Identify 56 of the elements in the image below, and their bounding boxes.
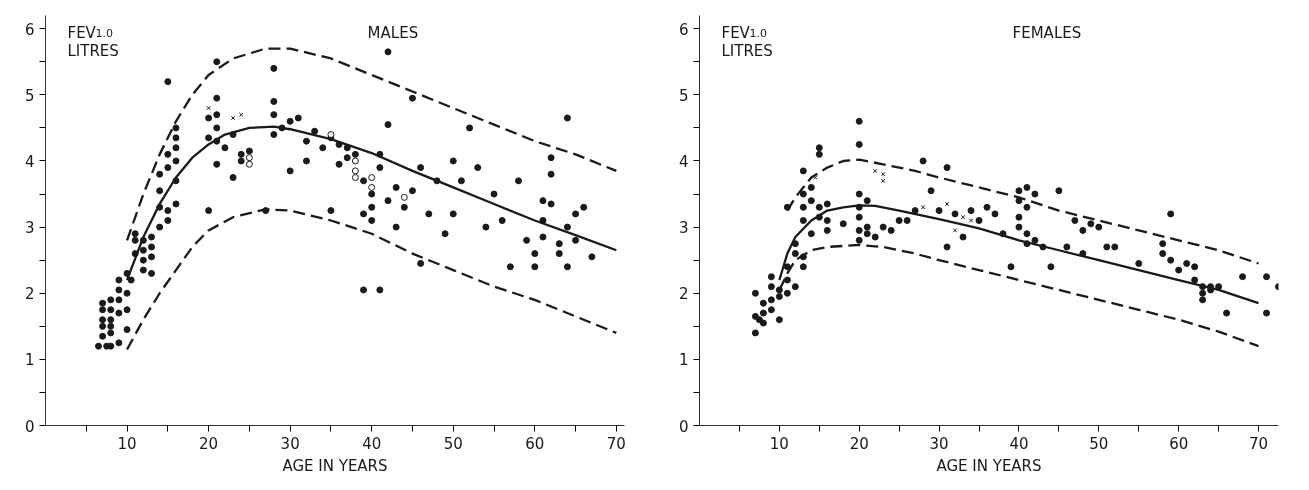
point <box>872 168 878 174</box>
point <box>952 228 958 233</box>
y-tick-label: 3 <box>24 219 35 238</box>
x-axis-title: AGE IN YEARS <box>936 456 1042 475</box>
line-series <box>125 125 618 282</box>
x-tick-label: 30 <box>280 434 300 453</box>
line-series <box>125 47 618 242</box>
x-tick-label: 40 <box>362 434 382 453</box>
point <box>968 218 974 223</box>
point <box>368 174 376 182</box>
point <box>206 105 211 111</box>
y-axis-title: FEV1.0 LITRES <box>67 23 119 60</box>
text: FEMALES <box>1012 23 1082 42</box>
point <box>245 154 253 162</box>
x-tick-label: 30 <box>929 434 949 453</box>
point <box>368 183 376 191</box>
point <box>880 171 886 177</box>
y-tick-label: 4 <box>678 152 689 171</box>
x-tick-label: 60 <box>1169 434 1189 453</box>
y-tick-label: 0 <box>24 417 35 436</box>
point <box>245 160 253 168</box>
y-tick-label: 4 <box>24 152 35 171</box>
y-tick-label: 6 <box>24 20 35 39</box>
x-tick-label: 70 <box>1248 434 1269 453</box>
x-tick-label: 50 <box>1089 434 1109 453</box>
x-tick-label: 60 <box>525 434 545 453</box>
point <box>880 178 886 184</box>
y-tick-label: 6 <box>678 20 689 39</box>
point <box>813 175 818 180</box>
point <box>351 167 359 175</box>
y-tick-label: 5 <box>24 86 35 105</box>
line-series <box>125 208 618 351</box>
y-tick-label: 0 <box>678 417 689 436</box>
text: MALES <box>367 23 419 42</box>
point <box>960 214 966 220</box>
x-tick-label: 70 <box>606 434 626 453</box>
y-axis-title: FEV1.0 LITRES <box>721 23 773 60</box>
point <box>238 112 244 117</box>
x-tick-label: 10 <box>117 434 137 453</box>
y-tick-label: 1 <box>678 351 689 370</box>
point <box>351 174 359 182</box>
point <box>400 193 408 201</box>
point <box>944 201 950 207</box>
y-tick-label: 2 <box>24 285 35 304</box>
point <box>920 205 926 210</box>
x-tick-label: 50 <box>443 434 463 453</box>
x-tick-label: 10 <box>769 434 789 453</box>
y-tick-label: 1 <box>24 351 35 370</box>
y-tick-label: 2 <box>678 285 689 304</box>
point <box>351 157 359 165</box>
x-tick-label: 20 <box>199 434 219 453</box>
y-tick-label: 3 <box>678 219 689 238</box>
x-tick-label: 20 <box>849 434 869 453</box>
y-tick-label: 5 <box>678 86 689 105</box>
x-tick-label: 40 <box>1009 434 1029 453</box>
x-axis-title: AGE IN YEARS <box>282 456 388 475</box>
